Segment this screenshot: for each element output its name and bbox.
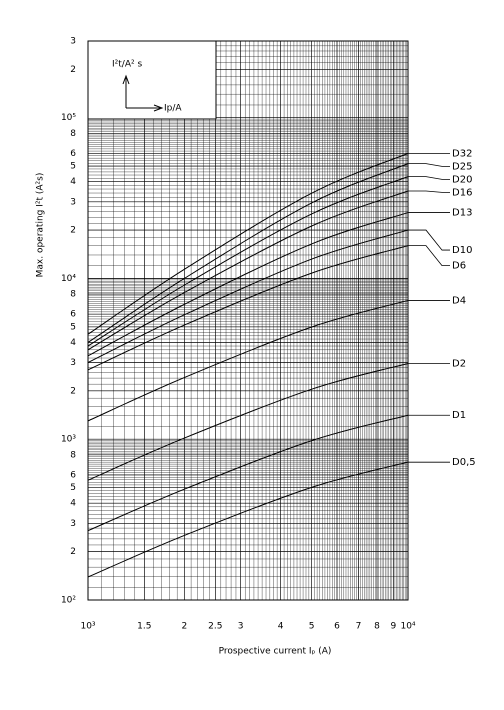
- curve-label: D20: [452, 174, 472, 185]
- curve-label: D0,5: [452, 457, 476, 468]
- y-tick-label: 2: [70, 226, 76, 236]
- y-tick-label: 4: [70, 338, 76, 348]
- curve: [87, 163, 409, 343]
- y-tick-label: 10³: [61, 435, 76, 445]
- y-tick-label: 10²: [61, 596, 76, 606]
- curve: [87, 414, 409, 532]
- y-tick-label: 8: [70, 290, 76, 300]
- y-tick-label: 6: [70, 470, 76, 480]
- x-tick-label: 5: [309, 622, 315, 632]
- y-tick-label: 2: [70, 547, 76, 557]
- curve: [87, 212, 409, 357]
- x-tick-label: 1.5: [137, 622, 151, 632]
- inset-y-label: I²t/A² s: [112, 60, 142, 70]
- curve: [87, 461, 409, 578]
- y-tick-label: 4: [70, 499, 76, 509]
- curve: [87, 176, 409, 347]
- y-tick-label: 8: [70, 450, 76, 460]
- x-tick-label: 8: [374, 622, 380, 632]
- x-tick-label: 7: [356, 622, 362, 632]
- y-tick-label: 10⁴: [61, 274, 76, 284]
- y-tick-label: 5: [70, 162, 76, 172]
- x-tick-label: 6: [334, 622, 340, 632]
- curve-label: D13: [452, 208, 472, 219]
- y-axis-title: Max. operating I²t (A²s): [36, 173, 46, 278]
- curve-label: D32: [452, 148, 472, 159]
- x-tick-label: 4: [278, 622, 284, 632]
- curve-label: D1: [452, 410, 466, 421]
- curve: [87, 362, 409, 481]
- curve-label: D4: [452, 295, 466, 306]
- curve: [87, 152, 409, 335]
- x-tick-label: 3: [238, 622, 244, 632]
- y-tick-label: 5: [70, 322, 76, 332]
- label-leader: [408, 176, 450, 180]
- inset-x-label: Ip/A: [164, 104, 182, 114]
- plot-frame: [87, 40, 409, 601]
- y-tick-label: 3: [70, 358, 76, 368]
- curve-label: D2: [452, 358, 466, 369]
- y-tick-label: 2: [70, 386, 76, 396]
- y-tick-label: 6: [70, 310, 76, 320]
- y-tick-label: 2: [70, 65, 76, 75]
- curve: [87, 245, 409, 371]
- label-leader: [408, 190, 450, 193]
- x-tick-label: 10⁴: [400, 622, 415, 632]
- curve-label: D10: [452, 245, 472, 256]
- label-leader: [408, 245, 450, 267]
- x-tick-label: 10³: [80, 622, 95, 632]
- label-leader: [408, 229, 450, 251]
- y-tick-label: 10⁵: [61, 113, 76, 123]
- y-tick-label: 4: [70, 177, 76, 187]
- curve: [87, 190, 409, 351]
- y-tick-label: 3: [70, 197, 76, 207]
- y-tick-label: 3: [70, 37, 76, 47]
- x-axis-title: Prospective current Iₚ (A): [219, 647, 332, 657]
- y-tick-label: 3: [70, 519, 76, 529]
- curve-label: D16: [452, 187, 472, 198]
- x-tick-label: 2.5: [208, 622, 222, 632]
- inset-box: [87, 40, 217, 120]
- inset-arrows: [122, 74, 164, 112]
- y-tick-label: 6: [70, 149, 76, 159]
- x-tick-label: 2: [181, 622, 187, 632]
- curve-label: D25: [452, 161, 472, 172]
- x-tick-label: 9: [390, 622, 396, 632]
- y-tick-label: 5: [70, 483, 76, 493]
- label-leader: [408, 163, 450, 167]
- curve-label: D6: [452, 261, 466, 272]
- curve: [87, 229, 409, 363]
- curve: [87, 299, 409, 422]
- y-tick-label: 8: [70, 129, 76, 139]
